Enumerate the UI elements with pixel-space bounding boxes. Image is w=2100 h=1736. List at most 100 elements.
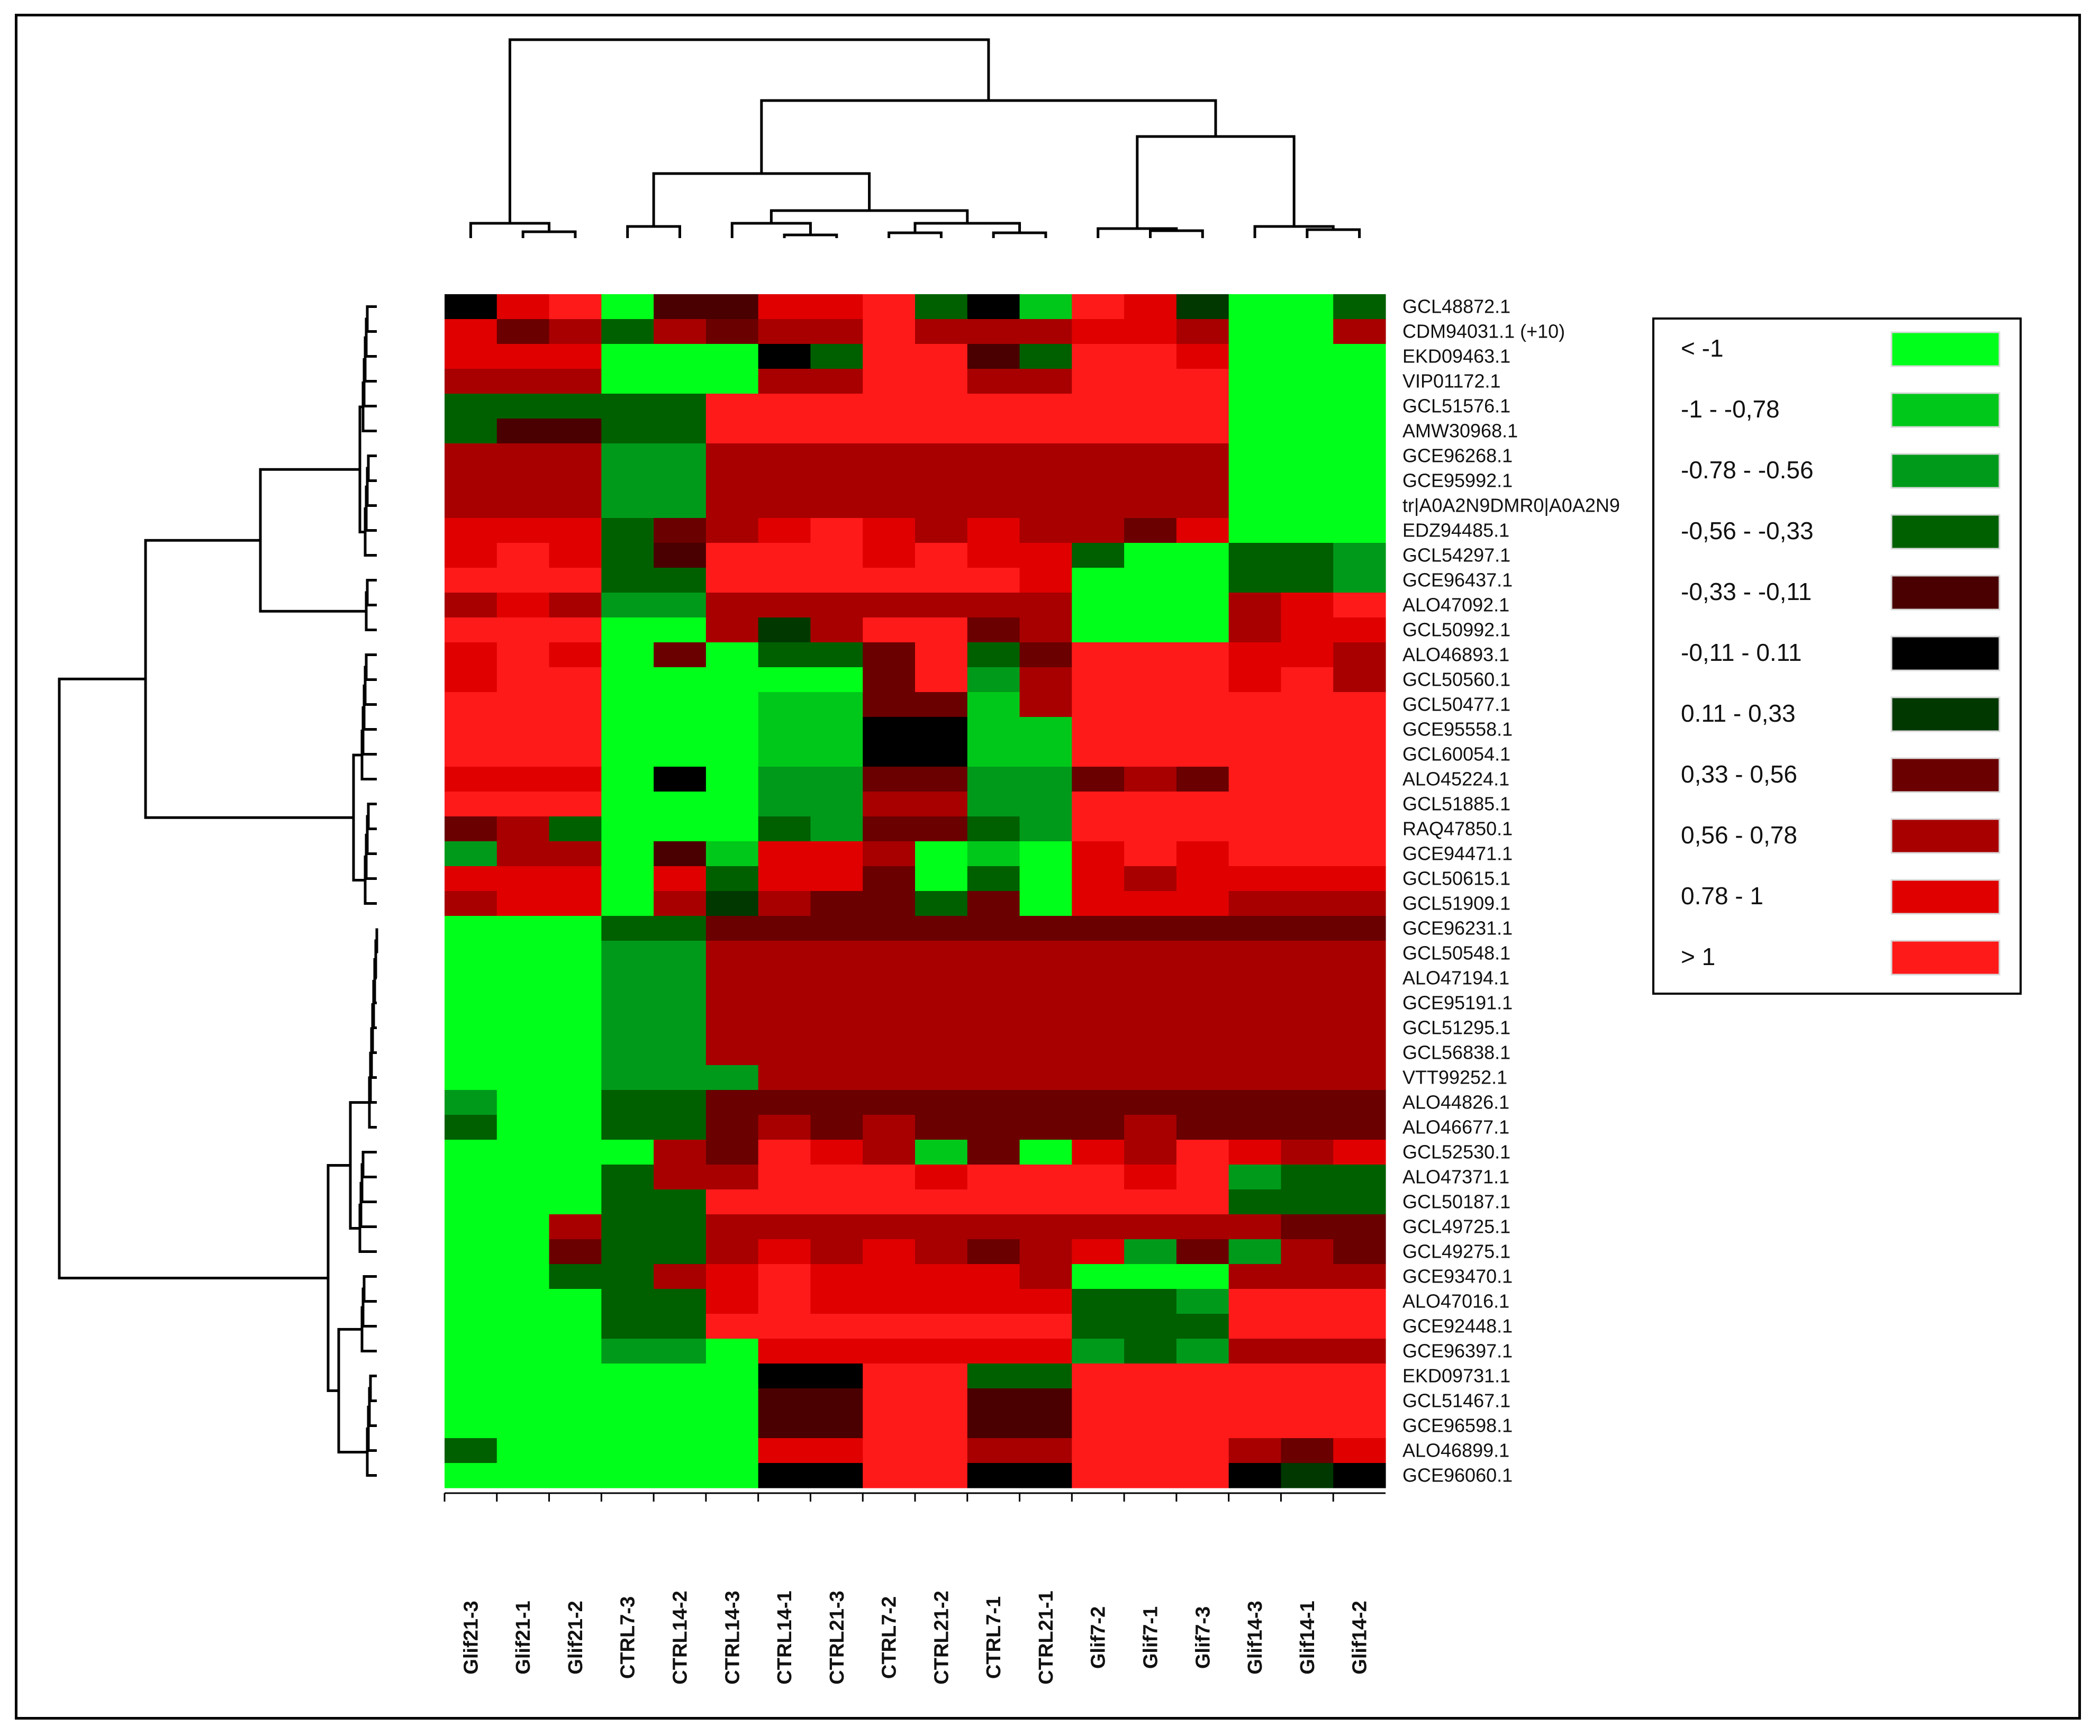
row-label: ALO44826.1 [1402, 1092, 1509, 1113]
heatmap-cell [810, 1438, 863, 1464]
heatmap-cell [1281, 692, 1334, 717]
heatmap-cell [1124, 518, 1177, 543]
heatmap-cell [1124, 1015, 1177, 1041]
heatmap-cell [1019, 518, 1072, 543]
heatmap-cell [705, 742, 759, 767]
heatmap-cell [654, 1289, 707, 1314]
heatmap-cell [810, 866, 863, 892]
heatmap-cell [863, 419, 916, 444]
heatmap-cell [445, 642, 497, 668]
heatmap-cell [705, 916, 759, 941]
heatmap-cell [1124, 792, 1177, 817]
heatmap-cell [915, 369, 968, 394]
legend-label: 0.78 - 1 [1681, 882, 1763, 910]
heatmap-cell [1176, 841, 1229, 867]
heatmap-cell [496, 891, 550, 916]
dendrogram-branch [369, 1375, 377, 1402]
heatmap-cell [654, 344, 707, 369]
heatmap-cell [863, 518, 916, 543]
heatmap-cell [810, 593, 863, 618]
heatmap-cell [601, 667, 654, 693]
heatmap-cell [496, 1314, 550, 1339]
heatmap-cell [549, 966, 602, 991]
heatmap-cell [705, 319, 759, 344]
heatmap-cell [810, 1065, 863, 1090]
heatmap-cell [810, 841, 863, 867]
legend-swatch [1890, 879, 2001, 915]
heatmap-cell [1124, 1090, 1177, 1115]
column-label: Glif21-2 [565, 1601, 587, 1674]
heatmap-cell [810, 941, 863, 966]
heatmap-cell [549, 1463, 602, 1488]
heatmap-cell [1019, 617, 1072, 643]
heatmap-cell [549, 468, 602, 494]
heatmap-cell [1333, 816, 1386, 842]
heatmap-cell [654, 1364, 707, 1389]
dendrogram-branch [358, 1203, 377, 1253]
heatmap-cell [1019, 816, 1072, 842]
heatmap-cell [1333, 1264, 1386, 1289]
heatmap-cell [1281, 1090, 1334, 1115]
heatmap-cell [705, 816, 759, 842]
heatmap-cell [1281, 990, 1334, 1016]
row-label: CDM94031.1 (+10) [1402, 321, 1565, 342]
heatmap-cell [758, 1115, 811, 1140]
heatmap-cell [496, 990, 550, 1016]
heatmap-cell [1072, 419, 1125, 444]
heatmap-cell [915, 1339, 968, 1364]
heatmap-cell [1124, 493, 1177, 519]
heatmap-cell [445, 767, 497, 792]
heatmap-cell [1176, 369, 1229, 394]
column-label: Glif21-3 [460, 1601, 482, 1674]
heatmap-cell [863, 990, 916, 1016]
heatmap-cell [654, 568, 707, 593]
heatmap-cell [654, 742, 707, 767]
heatmap-cell [967, 767, 1020, 792]
heatmap-cell [1072, 543, 1125, 568]
heatmap-cell [967, 941, 1020, 966]
column-label: Glif14-2 [1349, 1601, 1371, 1674]
heatmap-cell [549, 1214, 602, 1240]
heatmap-cell [549, 866, 602, 892]
heatmap-cell [758, 1090, 811, 1115]
color-legend: < -1 -1 - -0,78 -0.78 - -0.56 -0,56 - -0,33… [1652, 317, 2022, 995]
row-label: ALO47092.1 [1402, 594, 1509, 616]
heatmap-cell [1228, 1065, 1282, 1090]
heatmap-cell [445, 1413, 497, 1439]
heatmap-cell [1124, 1438, 1177, 1464]
heatmap-cell [654, 1015, 707, 1041]
heatmap-cell [915, 990, 968, 1016]
heatmap-cell [1072, 1339, 1125, 1364]
heatmap-cell [1072, 841, 1125, 867]
heatmap-cell [758, 593, 811, 618]
heatmap-cell [810, 767, 863, 792]
heatmap-cell [915, 518, 968, 543]
row-label: GCL51295.1 [1402, 1017, 1510, 1039]
heatmap-cell [1281, 1115, 1334, 1140]
heatmap-cell [1228, 1463, 1282, 1488]
heatmap-cell [863, 1388, 916, 1414]
heatmap-cell [915, 1438, 968, 1464]
heatmap-cell [601, 1314, 654, 1339]
heatmap-cell [967, 369, 1020, 394]
heatmap-cell [654, 493, 707, 519]
heatmap-cell [915, 1065, 968, 1090]
heatmap-cell [654, 1189, 707, 1215]
heatmap-cell [758, 1040, 811, 1066]
row-label: ALO47371.1 [1402, 1166, 1509, 1188]
heatmap-cell [967, 1165, 1020, 1190]
heatmap-cell [1019, 667, 1072, 693]
row-label: GCE94471.1 [1402, 843, 1513, 865]
heatmap-cell [758, 941, 811, 966]
heatmap-cell [1124, 394, 1177, 419]
heatmap-cell [967, 1040, 1020, 1066]
heatmap-cell [705, 493, 759, 519]
heatmap-cell [1176, 1438, 1229, 1464]
heatmap-cell [758, 1314, 811, 1339]
heatmap-cell [496, 319, 550, 344]
heatmap-cell [1228, 1090, 1282, 1115]
heatmap-cell [1281, 717, 1334, 742]
heatmap-cell [1072, 1015, 1125, 1041]
heatmap-cell [758, 841, 811, 867]
heatmap-cell [1176, 419, 1229, 444]
